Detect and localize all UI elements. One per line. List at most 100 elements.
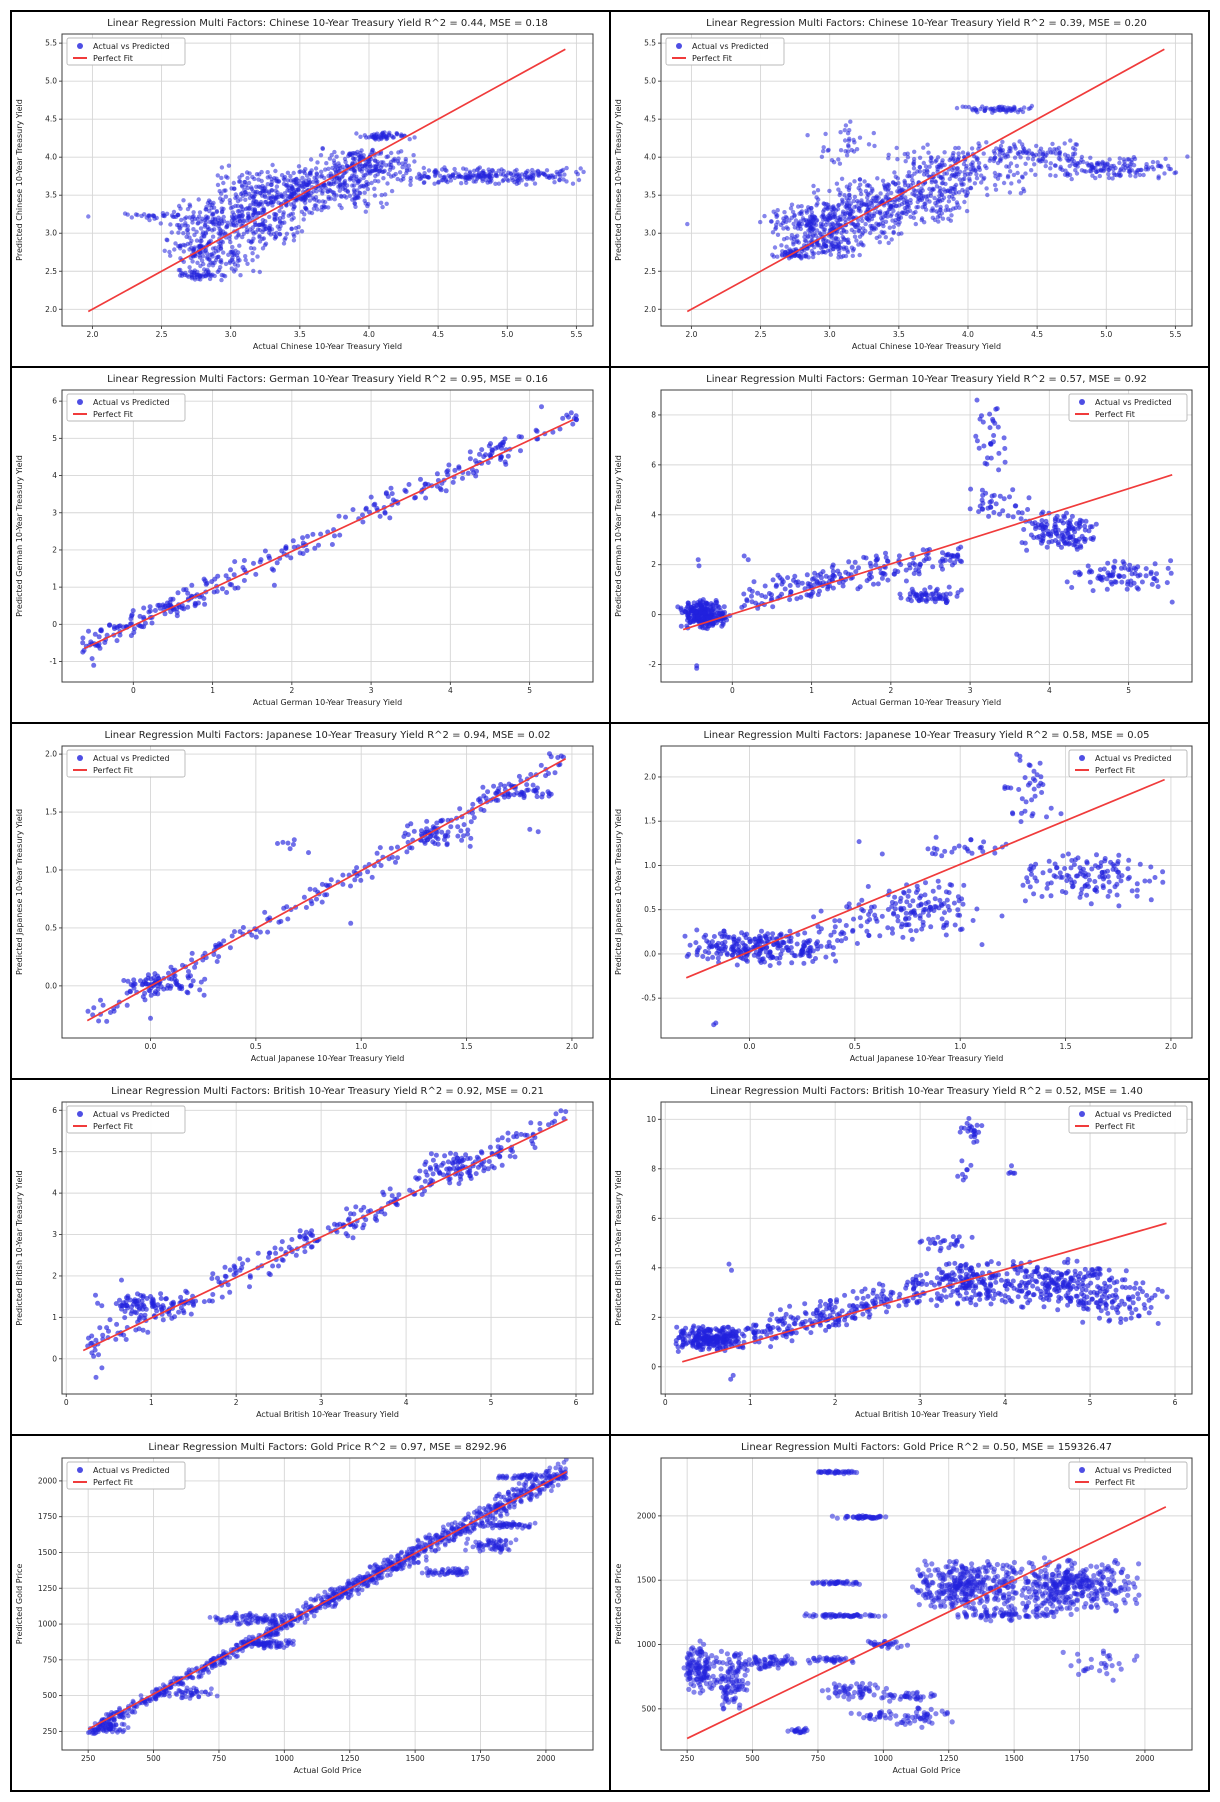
y-tick-label: 2 [52, 1271, 57, 1280]
y-tick-label: 3.0 [644, 229, 656, 238]
x-tick-label: 2.0 [86, 330, 98, 339]
perfect-fit-line [685, 778, 1165, 979]
x-tick-label: 5.5 [570, 330, 582, 339]
y-tick-label: 1500 [637, 1576, 656, 1585]
scatter-points [682, 751, 1166, 1028]
y-tick-label: 2000 [38, 1476, 57, 1485]
legend-scatter-marker [77, 1111, 83, 1117]
x-tick-label: 1.0 [355, 1042, 367, 1051]
y-tick-label: 2.5 [644, 267, 656, 276]
x-tick-label: 3.0 [824, 330, 836, 339]
x-axis-label: Actual British 10-Year Treasury Yield [855, 1410, 998, 1419]
x-axis-label: Actual Gold Price [892, 1766, 960, 1775]
legend: Actual vs Predicted Perfect Fit [66, 749, 186, 778]
y-tick-label: 0 [651, 610, 656, 619]
chart-chinese-2: 2.0 2.5 3.0 3.5 4.0 4.5 5.0 5.5 2.0 2.5 3.0 3.5 4.0 4… [614, 18, 1193, 351]
x-tick-label: 1500 [406, 1754, 425, 1763]
y-tick-label: 1.0 [45, 865, 57, 874]
legend-scatter-label: Actual vs Predicted [692, 42, 769, 51]
x-tick-label: 1750 [1070, 1754, 1089, 1763]
y-tick-label: 3 [52, 508, 57, 517]
y-tick-label: 3 [52, 1230, 57, 1239]
x-tick-label: 2.0 [1165, 1042, 1177, 1051]
legend-scatter-marker [1079, 1467, 1085, 1473]
chart-cell-chinese-2: 2.0 2.5 3.0 3.5 4.0 4.5 5.0 5.5 2.0 2.5 3.0 3.5 4.0 4… [611, 12, 1208, 366]
y-tick-label: 4 [52, 471, 57, 480]
x-tick-label: 5 [1088, 1398, 1093, 1407]
y-tick-label: 1000 [38, 1620, 57, 1629]
y-tick-label: 0.5 [45, 923, 57, 932]
chart-title: Linear Regression Multi Factors: German … [107, 374, 548, 385]
chart-german-2: 0 1 2 3 4 5 -2 0 2 4 6 8 Linear Regression Multi Fac… [614, 374, 1193, 707]
x-tick-label: 1500 [1005, 1754, 1024, 1763]
y-tick-label: 0 [52, 1354, 57, 1363]
plot-area [660, 745, 1193, 1039]
y-tick-label: 8 [651, 410, 656, 419]
y-tick-label: 5.0 [45, 77, 57, 86]
y-axis-label: Predicted Japanese 10-Year Treasury Yiel… [15, 809, 24, 975]
y-tick-label: 3.0 [45, 229, 57, 238]
chart-cell-german-1: 0 1 2 3 4 5 -1 0 1 2 3 4 5 6 Linear Regression Multi F… [12, 368, 609, 722]
legend-line-label: Perfect Fit [1095, 766, 1135, 775]
legend-scatter-marker [1079, 755, 1085, 761]
x-tick-label: 1250 [939, 1754, 958, 1763]
chart-cell-chinese-1: 2.0 2.5 3.0 3.5 4.0 4.5 5.0 5.5 2.0 2.5 3.0 3.5 4.0 4… [12, 12, 609, 366]
y-tick-label: -2 [649, 660, 657, 669]
plot-area [61, 1457, 594, 1751]
x-tick-label: 1250 [340, 1754, 359, 1763]
y-axis-label: Predicted British 10-Year Treasury Yield [15, 1170, 24, 1325]
chart-british-2: 0 1 2 3 4 5 6 0 2 4 6 8 10 Linear Regression Multi Fa… [614, 1086, 1193, 1419]
chart-british-1: 0 1 2 3 4 5 6 0 1 2 3 4 5 6 Linear Regression Multi Fa… [15, 1086, 594, 1419]
x-tick-label: 3 [369, 686, 374, 695]
y-tick-label: 2 [651, 1313, 656, 1322]
x-axis-label: Actual Japanese 10-Year Treasury Yield [251, 1054, 405, 1063]
scatter-points [86, 130, 586, 283]
legend: Actual vs Predicted Perfect Fit [1068, 1461, 1188, 1490]
figure-grid: 2.0 2.5 3.0 3.5 4.0 4.5 5.0 5.5 2.0 2.5 3.0 3.5 4.0 4… [10, 10, 1210, 1792]
x-tick-label: 3 [968, 686, 973, 695]
x-tick-label: 4 [448, 686, 453, 695]
y-tick-label: 6 [651, 460, 656, 469]
x-axis-label: Actual Gold Price [293, 1766, 361, 1775]
chart-cell-gold-2: 250 500 750 1000 1250 1500 1750 2000 500 1000 1500… [611, 1436, 1208, 1790]
chart-title: Linear Regression Multi Factors: Chinese… [706, 18, 1147, 29]
y-tick-label: 4 [651, 510, 656, 519]
legend-scatter-label: Actual vs Predicted [93, 42, 170, 51]
legend-scatter-label: Actual vs Predicted [1095, 1466, 1172, 1475]
y-tick-label: 4.5 [45, 115, 57, 124]
chart-title: Linear Regression Multi Factors: Gold Pr… [148, 1442, 506, 1453]
x-tick-label: 1000 [874, 1754, 893, 1763]
y-tick-label: 5 [52, 434, 57, 443]
x-tick-label: 1 [210, 686, 215, 695]
legend-line-label: Perfect Fit [93, 1478, 133, 1487]
plot-area [61, 1101, 594, 1395]
scatter-points [86, 1458, 569, 1737]
y-tick-label: 1.5 [45, 808, 57, 817]
y-tick-label: 1.5 [644, 817, 656, 826]
y-tick-label: 0 [651, 1362, 656, 1371]
perfect-fit-line [682, 1222, 1167, 1363]
y-tick-label: 2 [52, 545, 57, 554]
plot-area [660, 389, 1193, 683]
plot-area [61, 745, 594, 1039]
y-tick-label: 2.0 [644, 305, 656, 314]
perfect-fit-line [82, 1118, 568, 1352]
y-axis-label: Predicted German 10-Year Treasury Yield [15, 455, 24, 617]
y-tick-label: -1 [50, 657, 58, 666]
y-tick-label: 0.5 [644, 905, 656, 914]
x-axis-label: Actual German 10-Year Treasury Yield [852, 698, 1001, 707]
x-tick-label: 1 [748, 1398, 753, 1407]
legend: Actual vs Predicted Perfect Fit [1068, 393, 1188, 422]
chart-title: Linear Regression Multi Factors: Japanes… [703, 730, 1149, 741]
x-tick-label: 1750 [471, 1754, 490, 1763]
x-tick-label: 6 [1173, 1398, 1178, 1407]
x-axis-label: Actual German 10-Year Treasury Yield [253, 698, 402, 707]
y-tick-label: 2.0 [45, 305, 57, 314]
y-axis-label: Predicted Gold Price [15, 1564, 24, 1645]
chart-title: Linear Regression Multi Factors: German … [706, 374, 1147, 385]
x-tick-label: 250 [81, 1754, 96, 1763]
legend-line-label: Perfect Fit [1095, 1122, 1135, 1131]
x-tick-label: 1000 [275, 1754, 294, 1763]
x-tick-label: 500 [146, 1754, 161, 1763]
